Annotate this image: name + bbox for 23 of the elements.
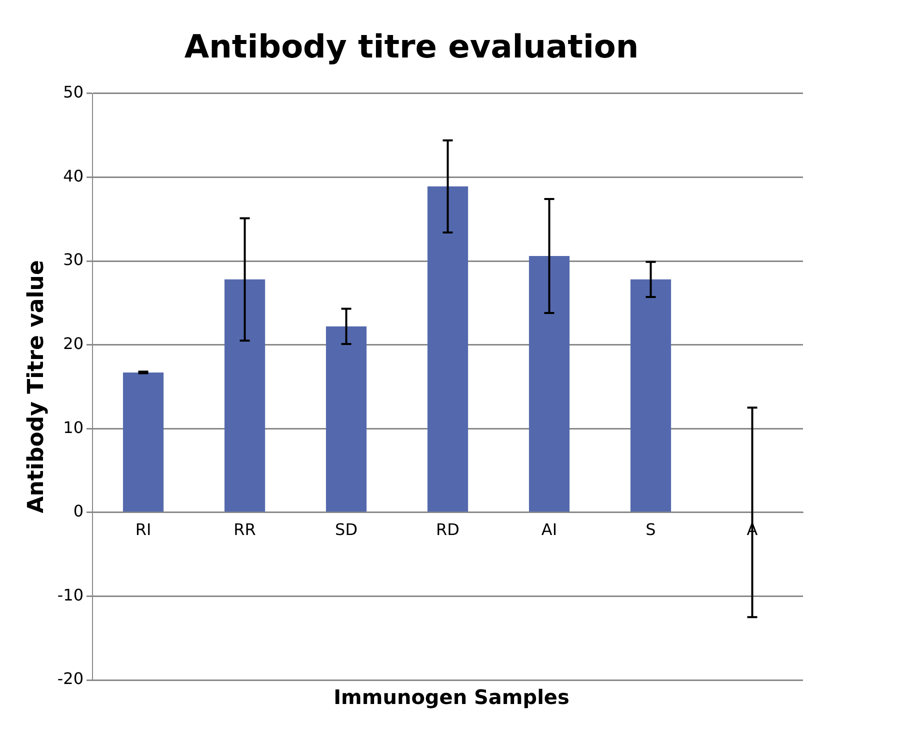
bar (528, 256, 570, 512)
y-axis-title: Antibody Titre value (24, 260, 49, 514)
y-tick-label: 0 (73, 502, 84, 521)
y-tick-label: 10 (63, 418, 84, 437)
y-tick-label: 50 (63, 82, 84, 102)
y-tick-label: 20 (63, 334, 84, 353)
bar (630, 279, 672, 512)
x-tick-label: S (646, 520, 656, 540)
bar (224, 279, 266, 512)
chart-title: Antibody titre evaluation (184, 28, 639, 66)
x-tick-label: SD (335, 520, 358, 540)
y-tick-label: 40 (63, 166, 84, 186)
bar (427, 186, 468, 512)
x-tick-label: RI (135, 520, 152, 540)
x-tick-label: RR (234, 520, 256, 540)
bar (122, 372, 164, 512)
x-tick-label: RD (436, 520, 460, 540)
bar (326, 326, 367, 512)
x-tick-label: AI (541, 520, 558, 540)
y-tick-label: -10 (57, 585, 84, 604)
y-tick-label: 30 (63, 250, 84, 270)
x-axis-title: Immunogen Samples (334, 685, 570, 709)
y-tick-label: -20 (57, 669, 84, 688)
